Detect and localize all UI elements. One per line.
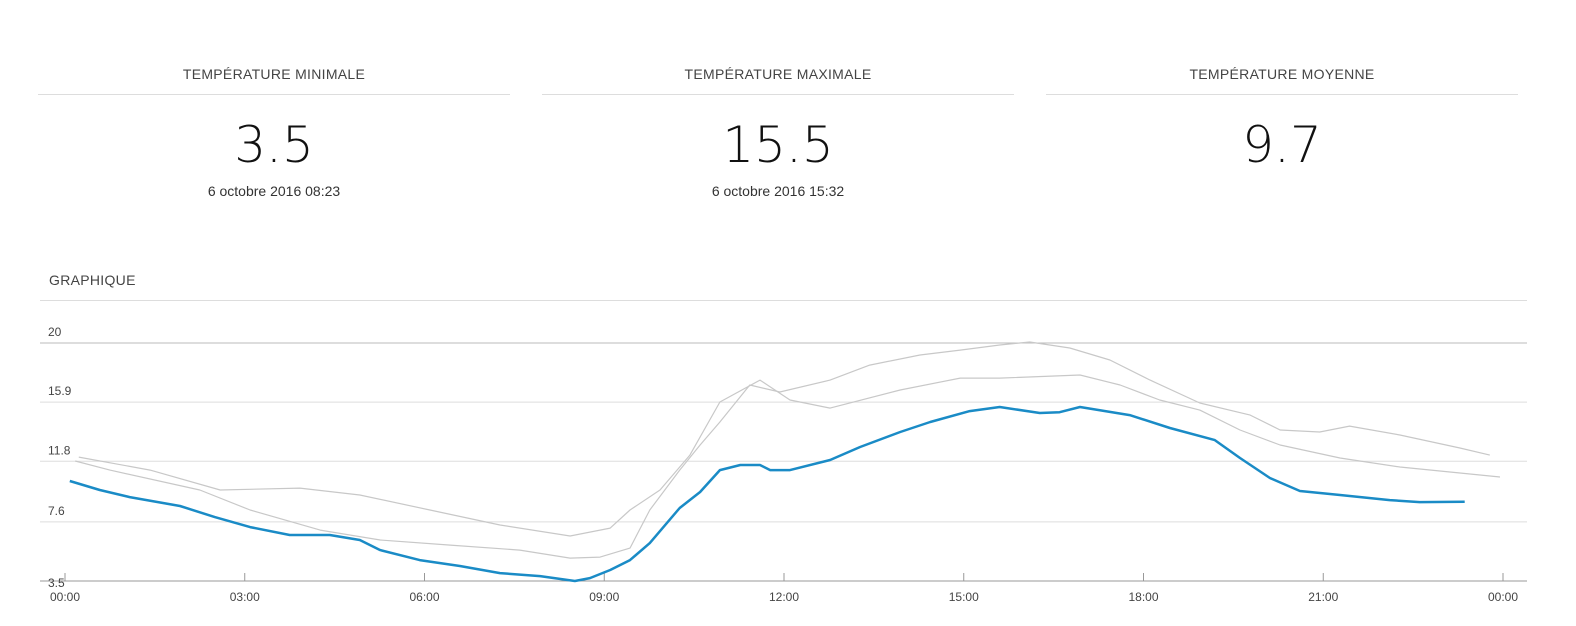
divider bbox=[40, 300, 1527, 301]
stat-value: 3.5 bbox=[234, 116, 314, 174]
divider bbox=[1046, 94, 1518, 95]
x-tick-label: 00:00 bbox=[50, 590, 80, 604]
stat-max-temperature: TEMPÉRATURE MAXIMALE 15.5 6 octobre 2016… bbox=[542, 62, 1014, 199]
y-tick-label: 3.5 bbox=[48, 576, 65, 590]
stat-date: 6 octobre 2016 08:23 bbox=[207, 183, 341, 199]
y-tick-label: 15.9 bbox=[48, 384, 72, 398]
series-line-reference-a bbox=[78, 374, 1501, 537]
y-tick-label: 20 bbox=[48, 325, 62, 339]
x-tick-label: 15:00 bbox=[949, 590, 979, 604]
x-tick-label: 18:00 bbox=[1128, 590, 1158, 604]
stat-title: TEMPÉRATURE MOYENNE bbox=[1189, 66, 1375, 82]
stat-value: 15.5 bbox=[722, 116, 834, 174]
y-tick-label: 7.6 bbox=[48, 504, 65, 518]
graph-title: GRAPHIQUE bbox=[49, 272, 136, 288]
x-tick-label: 12:00 bbox=[769, 590, 799, 604]
stat-date: 6 octobre 2016 15:32 bbox=[711, 183, 845, 199]
stat-min-temperature: TEMPÉRATURE MINIMALE 3.5 6 octobre 2016 … bbox=[38, 62, 510, 199]
y-tick-label: 11.8 bbox=[48, 443, 71, 457]
x-tick-label: 21:00 bbox=[1308, 590, 1338, 604]
stat-title: TEMPÉRATURE MAXIMALE bbox=[684, 66, 872, 82]
x-tick-label: 03:00 bbox=[230, 590, 260, 604]
x-tick-label: 09:00 bbox=[589, 590, 619, 604]
stat-title: TEMPÉRATURE MINIMALE bbox=[182, 66, 366, 82]
stat-value: 9.7 bbox=[1242, 116, 1322, 174]
divider bbox=[38, 94, 510, 95]
x-tick-label: 00:00 bbox=[1488, 590, 1518, 604]
series-line-temperature bbox=[69, 405, 1465, 583]
stat-avg-temperature: TEMPÉRATURE MOYENNE 9.7 bbox=[1046, 62, 1518, 173]
series-line-reference-b bbox=[75, 341, 1490, 559]
divider bbox=[542, 94, 1014, 95]
x-tick-label: 06:00 bbox=[409, 590, 439, 604]
